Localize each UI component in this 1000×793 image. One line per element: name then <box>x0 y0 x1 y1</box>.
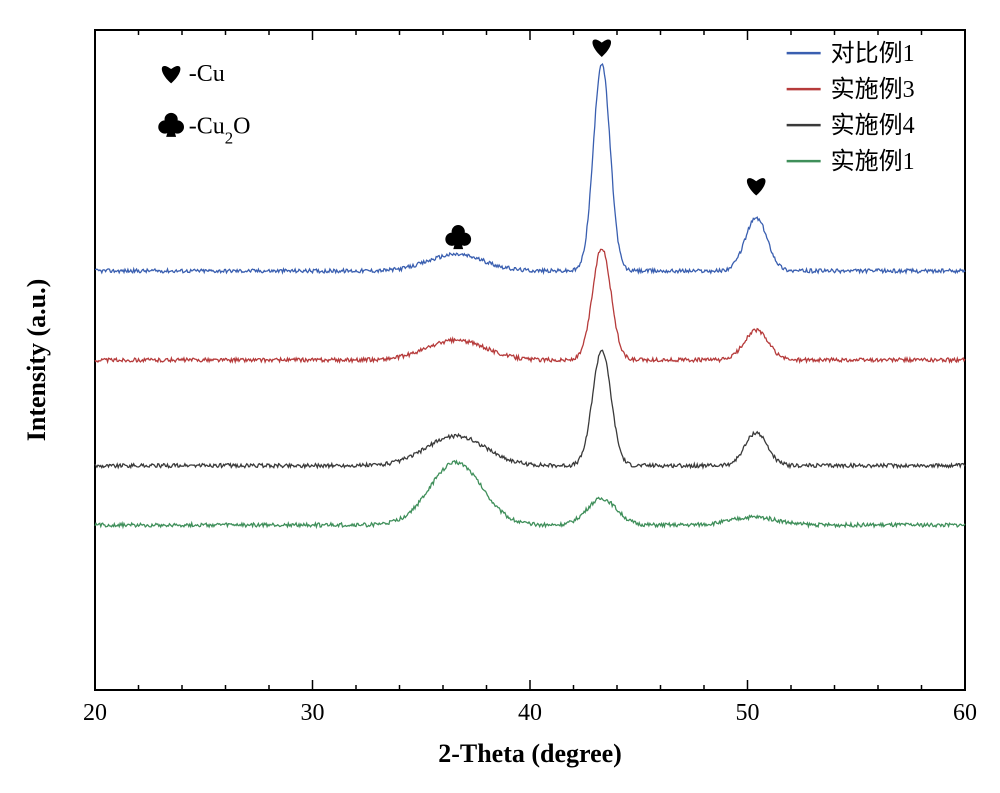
svg-text:60: 60 <box>953 700 977 726</box>
svg-text:30: 30 <box>301 700 325 726</box>
svg-text:50: 50 <box>736 700 760 726</box>
svg-text:40: 40 <box>518 700 542 726</box>
chart-svg: 20 30 40 50 60 2-Theta (degree) Intensity (a.u… <box>0 0 1000 793</box>
legend-label: 对比例1 <box>831 40 915 67</box>
xrd-chart: 20 30 40 50 60 2-Theta (degree) Intensity (a.u… <box>0 0 1000 793</box>
svg-text:-Cu: -Cu <box>189 61 225 87</box>
legend-label: 实施例3 <box>831 76 915 103</box>
svg-text:20: 20 <box>83 700 107 726</box>
legend-label: 实施例1 <box>831 148 915 175</box>
svg-text:2-Theta (degree): 2-Theta (degree) <box>438 739 622 768</box>
svg-text:Intensity (a.u.): Intensity (a.u.) <box>22 279 51 442</box>
legend-label: 实施例4 <box>831 112 915 139</box>
